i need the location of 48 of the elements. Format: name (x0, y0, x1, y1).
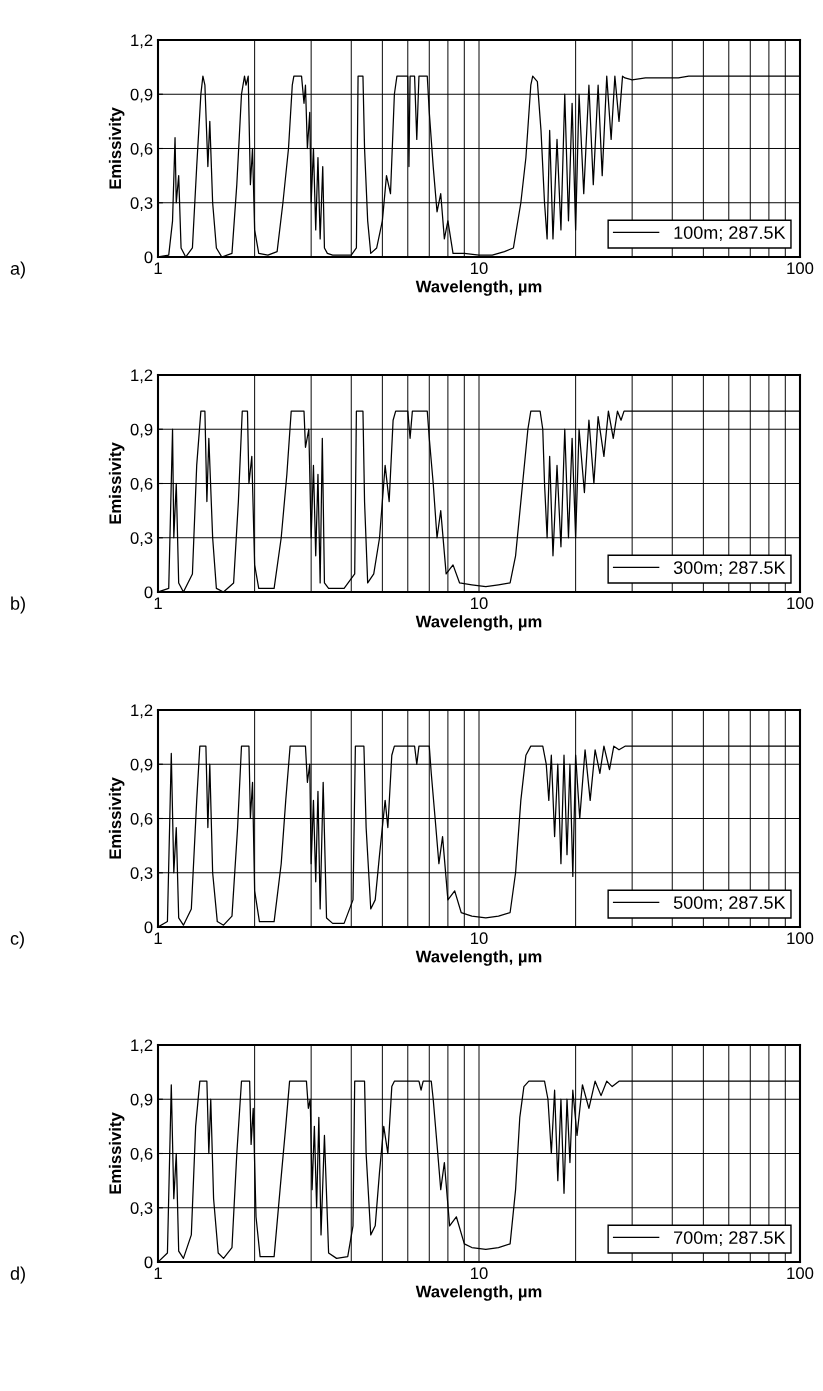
y-tick-label: 0 (144, 1256, 153, 1269)
x-tick-label: 100 (787, 597, 814, 610)
y-tick-label: 0,6 (130, 142, 153, 157)
legend-label: 300m; 287.5K (673, 561, 786, 577)
y-tick-label: 0,6 (130, 812, 153, 827)
x-axis-title: Wavelength, µm (415, 1285, 542, 1301)
x-tick-label: 10 (471, 932, 488, 945)
x-tick-label: 1 (154, 1267, 162, 1279)
y-tick-label: 1,2 (131, 1039, 153, 1054)
x-tick-label: 1 (154, 262, 162, 274)
x-axis-title: Wavelength, µm (415, 615, 542, 631)
y-axis-title: Emissivity (108, 777, 125, 859)
x-tick-label: 10 (471, 262, 488, 275)
text: c) (10, 931, 24, 949)
legend-label: 500m; 287.5K (673, 896, 786, 912)
y-tick-label: 0,9 (130, 88, 153, 103)
y-tick-label: 0,3 (130, 1202, 153, 1216)
text: d) (10, 1266, 25, 1284)
y-tick-label: 0 (144, 251, 153, 264)
y-tick-label: 0,3 (130, 532, 153, 546)
x-tick-label: 100 (787, 262, 814, 275)
legend-label: 700m; 287.5K (674, 1231, 786, 1247)
text: b) (11, 596, 25, 614)
x-tick-label: 1 (154, 932, 162, 944)
x-axis-title: Wavelength, µm (415, 950, 542, 966)
y-tick-label: 0,3 (130, 867, 153, 881)
x-tick-label: 100 (787, 1267, 814, 1280)
y-tick-label: 1,2 (131, 704, 153, 719)
x-tick-label: 100 (787, 932, 814, 945)
legend-label: 100m; 287.5K (674, 226, 786, 242)
y-tick-label: 0,9 (130, 1093, 153, 1108)
y-tick-label: 0 (144, 586, 153, 599)
x-tick-label: 1 (154, 597, 162, 609)
y-axis-title: Emissivity (108, 1112, 125, 1194)
y-tick-label: 0,6 (130, 477, 153, 492)
x-tick-label: 10 (471, 1267, 488, 1280)
y-tick-label: 1,2 (131, 34, 153, 49)
y-tick-label: 1,2 (131, 369, 153, 384)
y-tick-label: 0,9 (130, 758, 153, 773)
x-tick-label: 10 (471, 597, 488, 610)
y-tick-label: 0,3 (130, 197, 153, 211)
x-axis-title: Wavelength, µm (415, 280, 542, 296)
y-tick-label: 0,9 (130, 423, 153, 438)
text: a) (10, 261, 25, 279)
y-axis-title: Emissivity (108, 107, 125, 189)
y-axis-title: Emissivity (108, 442, 125, 524)
y-tick-label: 0 (144, 921, 153, 934)
y-tick-label: 0,6 (130, 1147, 153, 1162)
